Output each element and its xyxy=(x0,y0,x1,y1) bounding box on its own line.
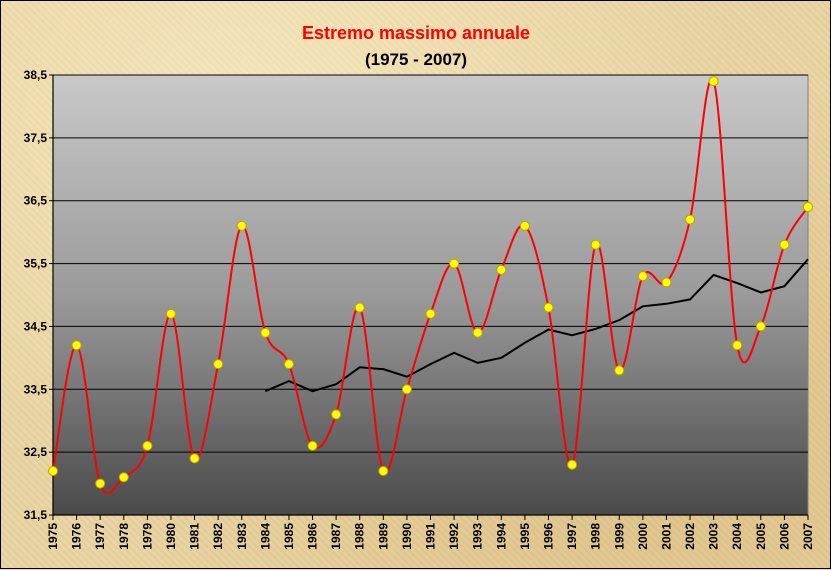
y-tick-label: 36,5 xyxy=(24,194,48,208)
x-tick-label: 1975 xyxy=(46,523,60,550)
data-point xyxy=(614,365,625,376)
data-point xyxy=(307,440,318,451)
data-point xyxy=(519,220,530,231)
chart-subtitle: (1975 - 2007) xyxy=(365,50,467,69)
data-point xyxy=(260,327,271,338)
x-tick-label: 1981 xyxy=(188,523,202,550)
data-point xyxy=(331,409,342,420)
y-axis: 31,5 32,5 33,5 34,5 35,5 36,5 37,5 38,5 xyxy=(24,68,54,522)
data-point xyxy=(779,239,790,250)
data-point xyxy=(803,202,813,212)
data-point xyxy=(543,302,554,313)
data-point xyxy=(425,308,436,319)
data-point xyxy=(401,384,412,395)
y-tick-label: 34,5 xyxy=(24,319,48,333)
x-tick-label: 1986 xyxy=(306,523,320,550)
data-point xyxy=(354,302,365,313)
x-tick-label: 1977 xyxy=(93,523,107,550)
x-tick-label: 1983 xyxy=(235,523,249,550)
x-tick-label: 2001 xyxy=(659,523,673,550)
x-tick-label: 1989 xyxy=(376,523,390,550)
x-tick-label: 1976 xyxy=(70,523,84,550)
x-tick-label: 1990 xyxy=(400,523,414,550)
data-point xyxy=(567,459,578,470)
x-tick-label: 1985 xyxy=(282,523,296,550)
series-layer xyxy=(48,76,813,494)
y-tick-label: 31,5 xyxy=(24,508,48,522)
data-point xyxy=(755,321,766,332)
data-point xyxy=(95,478,106,489)
chart-title: Estremo massimo annuale xyxy=(302,23,530,43)
y-tick-label: 38,5 xyxy=(24,68,48,82)
data-point xyxy=(685,214,696,225)
x-tick-label: 2000 xyxy=(636,523,650,550)
plot-area xyxy=(52,74,809,516)
data-point xyxy=(118,472,129,483)
data-point xyxy=(661,277,672,288)
x-tick-label: 1998 xyxy=(589,523,603,550)
x-tick-label: 1991 xyxy=(424,523,438,550)
x-tick-label: 2006 xyxy=(777,523,791,550)
data-point xyxy=(71,340,82,351)
data-point xyxy=(236,220,247,231)
data-point xyxy=(472,327,483,338)
x-tick-label: 1979 xyxy=(140,523,154,550)
data-point xyxy=(590,239,601,250)
x-tick-label: 1995 xyxy=(518,523,532,550)
series-line-trend xyxy=(264,258,809,393)
x-tick-label: 1988 xyxy=(353,523,367,550)
y-tick-label: 35,5 xyxy=(24,257,48,271)
data-point xyxy=(189,453,200,464)
data-point xyxy=(732,340,743,351)
data-point xyxy=(213,359,224,370)
x-tick-label: 1992 xyxy=(447,523,461,550)
data-point xyxy=(496,264,507,275)
data-point xyxy=(48,466,58,476)
data-point xyxy=(378,466,389,476)
x-tick-label: 1982 xyxy=(211,523,225,550)
x-tick-label: 2007 xyxy=(801,523,815,550)
x-tick-label: 2004 xyxy=(730,523,744,550)
x-axis: 1975 1976 1977 1978 1979 1980 1981 1982 1983 1984… xyxy=(46,514,815,550)
x-tick-label: 1984 xyxy=(258,523,272,550)
x-tick-label: 1980 xyxy=(164,523,178,550)
x-tick-label: 1997 xyxy=(565,523,579,550)
x-tick-label: 2005 xyxy=(754,523,768,550)
data-point xyxy=(283,359,294,370)
data-point xyxy=(637,271,648,282)
x-tick-label: 1999 xyxy=(612,523,626,550)
x-tick-label: 1978 xyxy=(117,523,131,550)
x-tick-label: 1987 xyxy=(329,523,343,550)
x-tick-label: 2002 xyxy=(683,523,697,550)
x-tick-label: 2003 xyxy=(707,523,721,550)
data-point xyxy=(165,308,176,319)
y-tick-label: 37,5 xyxy=(24,131,48,145)
x-tick-label: 1994 xyxy=(494,523,508,550)
data-point xyxy=(708,76,719,87)
x-tick-label: 1996 xyxy=(541,523,555,550)
data-point xyxy=(142,440,153,451)
y-tick-label: 33,5 xyxy=(24,382,48,396)
y-tick-label: 32,5 xyxy=(24,445,48,459)
data-point xyxy=(449,258,460,269)
x-tick-label: 1993 xyxy=(471,523,485,550)
